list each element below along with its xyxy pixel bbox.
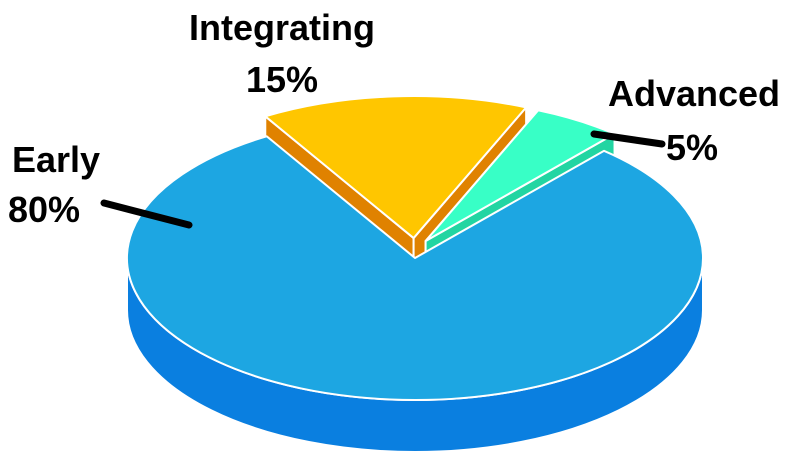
pie-tops (126, 95, 704, 401)
label-integrating-name: Integrating (189, 7, 375, 48)
label-integrating-value: 15% (246, 59, 318, 100)
leader-line-early (100, 199, 193, 229)
pie-slice-integrating (264, 95, 528, 240)
label-advanced-value: 5% (666, 127, 718, 168)
pie-slice-early (126, 135, 704, 401)
leader-line-advanced (590, 130, 666, 148)
label-early-value: 80% (8, 189, 80, 230)
label-advanced-name: Advanced (608, 73, 780, 114)
label-early-name: Early (12, 139, 100, 180)
leader-lines (100, 130, 666, 229)
